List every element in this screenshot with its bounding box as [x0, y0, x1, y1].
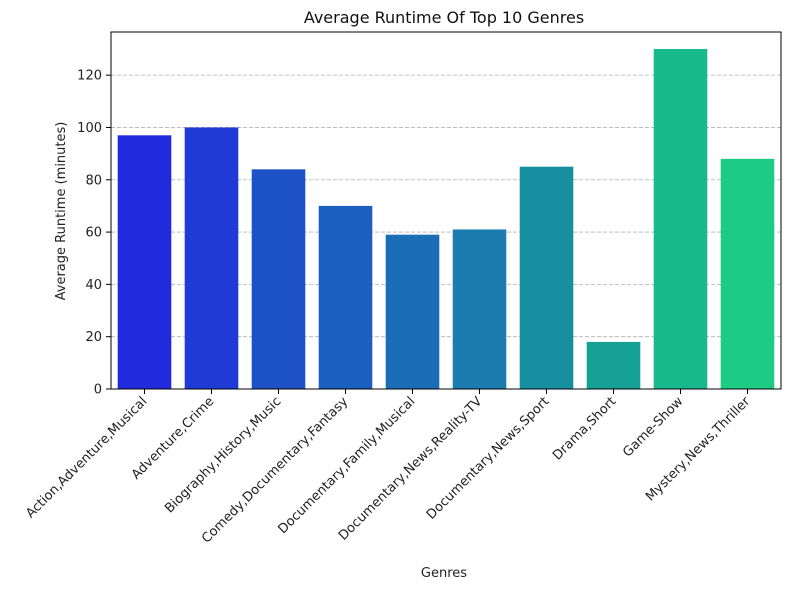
chart-title: Average Runtime Of Top 10 Genres	[304, 8, 584, 27]
bar-7	[519, 166, 574, 389]
x-tick-label: Action,Adventure,Musical	[23, 394, 150, 521]
bar-8	[586, 341, 641, 389]
bar-10	[720, 158, 775, 389]
plot-frame	[110, 31, 782, 390]
y-tick-label: 60	[85, 226, 102, 241]
y-tick-label: 100	[77, 121, 102, 136]
x-tick-label: Drama,Short	[550, 394, 619, 463]
x-axis-title: Genres	[421, 566, 467, 581]
y-axis-ticks: 0 20 40 60 80 100 120	[77, 69, 111, 398]
x-tick-label: Comedy,Documentary,Fantasy	[199, 394, 351, 546]
x-tick-label: Biography,History,Music	[162, 394, 284, 516]
y-tick-label: 120	[77, 69, 102, 84]
bar-3	[251, 169, 306, 389]
x-axis-ticks: Action,Adventure,MusicalAdventure,CrimeB…	[23, 389, 754, 546]
x-tick-label: Game-Show	[620, 394, 686, 460]
x-tick-label: Documentary,Family,Musical	[275, 394, 418, 537]
y-tick-label: 80	[85, 173, 102, 188]
x-tick-label: Documentary,News,Reality-TV	[336, 394, 485, 543]
x-tick-label: Documentary,News,Sport	[424, 394, 552, 522]
bars	[117, 49, 775, 389]
y-axis-title: Average Runtime (minutes)	[54, 122, 69, 301]
bar-4	[318, 205, 373, 389]
bar-2	[184, 127, 239, 389]
bar-5	[385, 234, 440, 389]
bar-9	[653, 49, 708, 389]
y-tick-label: 0	[94, 383, 102, 398]
y-tick-label: 40	[85, 278, 102, 293]
y-tick-label: 20	[85, 330, 102, 345]
bar-1	[117, 135, 172, 389]
bar-6	[452, 229, 507, 389]
